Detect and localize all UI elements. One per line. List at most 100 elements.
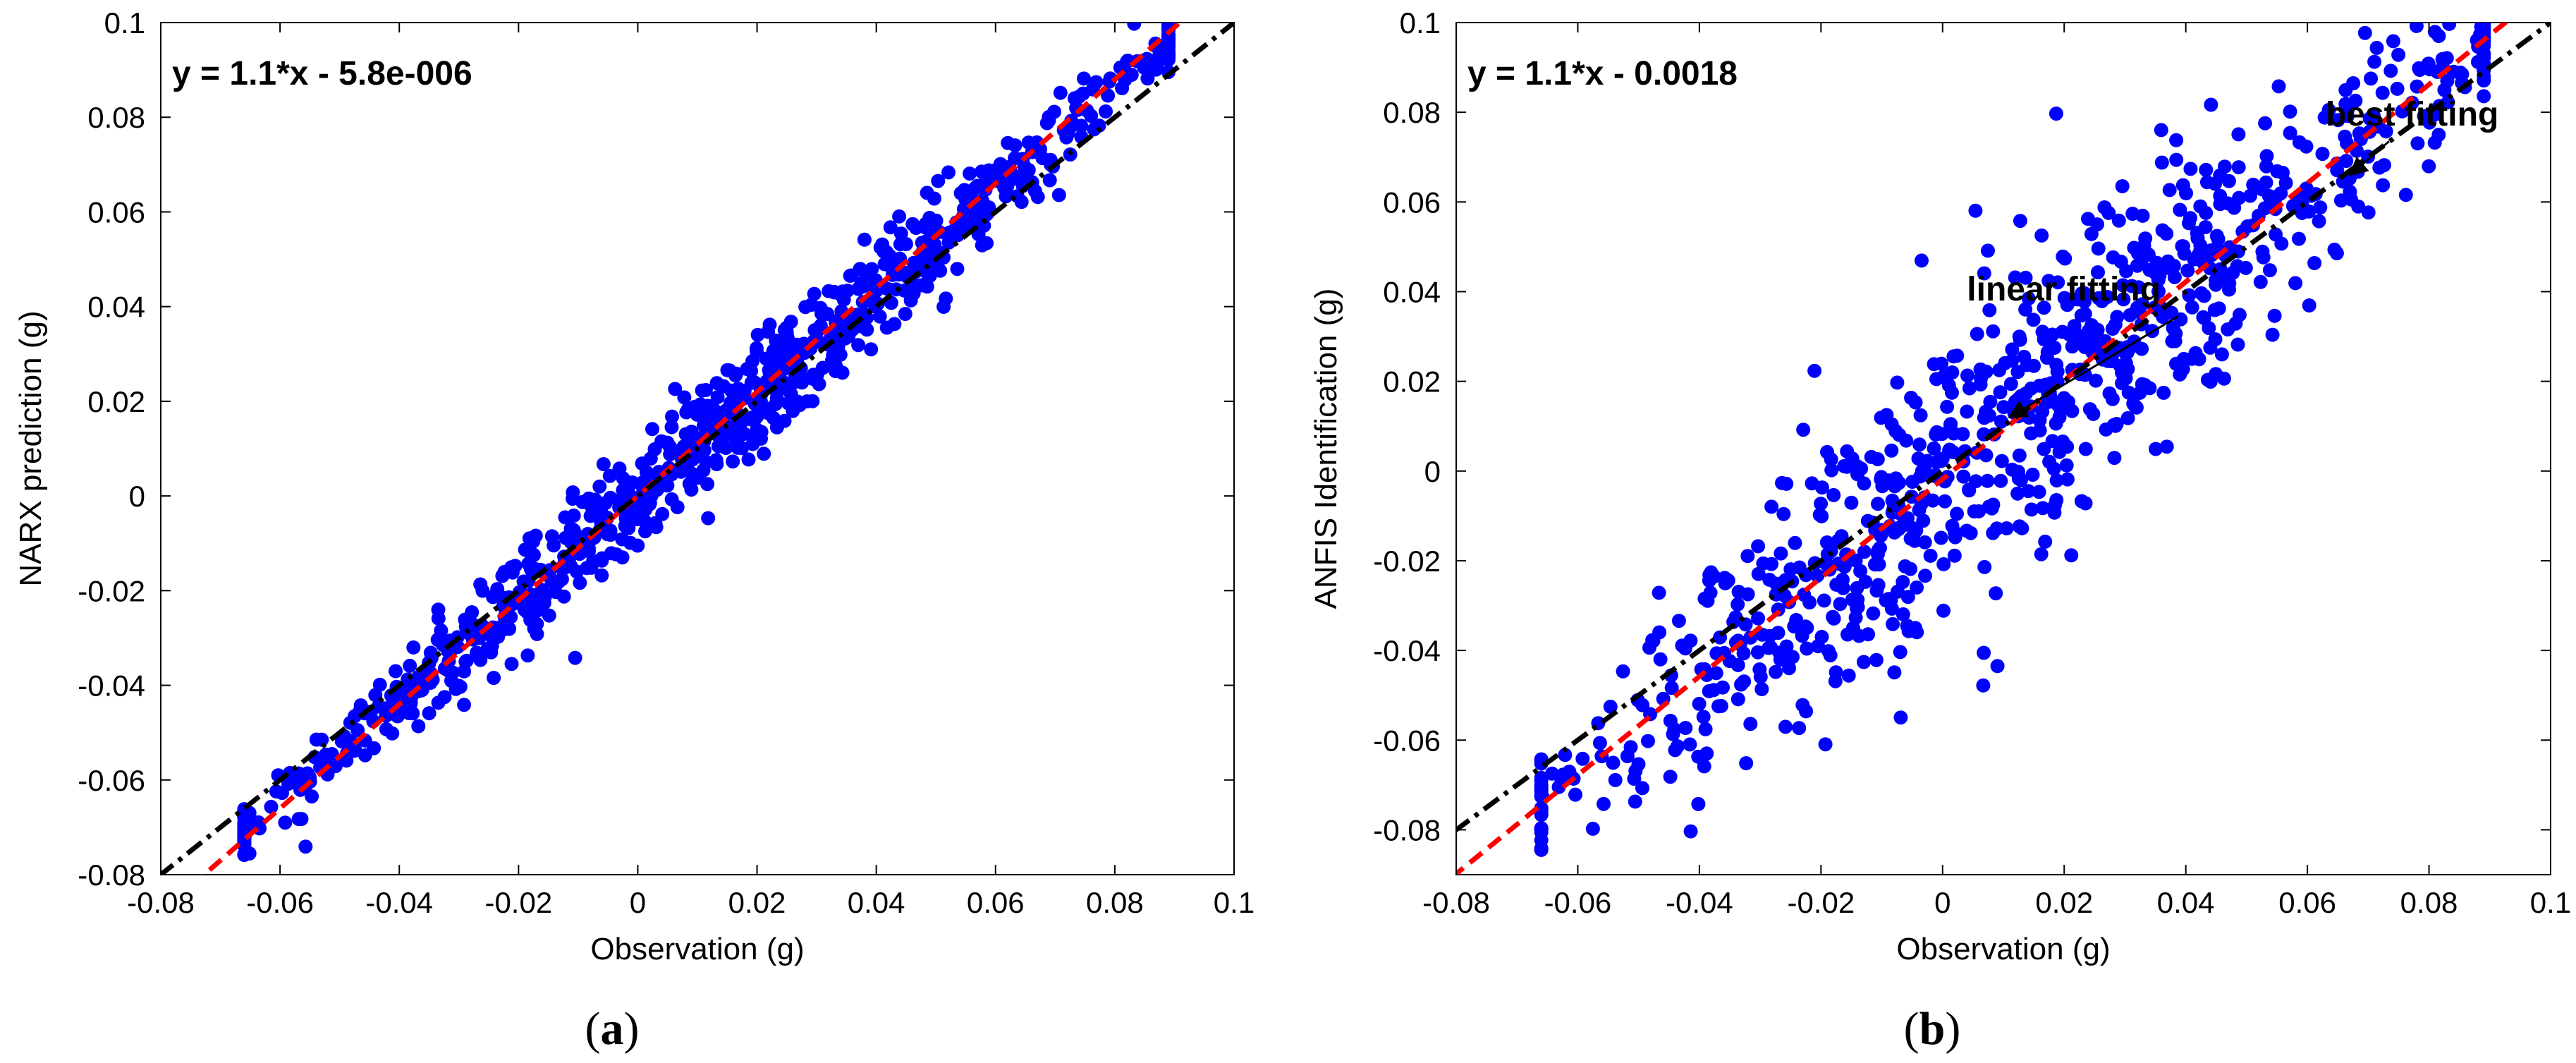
panel-label-a: (a) xyxy=(585,1003,640,1055)
data-point xyxy=(2101,205,2116,220)
x-tick-label: 0.08 xyxy=(1086,886,1144,919)
x-tick-label: -0.04 xyxy=(365,886,433,919)
data-point xyxy=(1946,445,1960,459)
data-point xyxy=(1678,721,1693,735)
data-point xyxy=(2129,400,2144,415)
data-point xyxy=(237,848,252,862)
data-point xyxy=(737,384,752,399)
data-point xyxy=(1754,682,1769,696)
data-point xyxy=(2032,485,2046,499)
data-point xyxy=(2018,270,2033,285)
data-point xyxy=(688,399,702,414)
data-point xyxy=(2135,208,2150,223)
data-point xyxy=(573,576,587,590)
data-point xyxy=(2256,250,2271,265)
data-point xyxy=(1845,621,1860,636)
data-point xyxy=(1869,583,1884,598)
data-point xyxy=(2008,394,2022,409)
data-point xyxy=(1814,480,1829,495)
data-point xyxy=(898,307,912,321)
data-point xyxy=(2231,160,2246,175)
data-point xyxy=(1890,375,1905,390)
data-point xyxy=(1534,841,1549,856)
data-point xyxy=(2431,128,2446,142)
data-point xyxy=(1955,427,1970,442)
data-point xyxy=(905,217,920,231)
data-point xyxy=(2034,547,2049,561)
data-point xyxy=(1786,650,1800,664)
x-axis-label-a: Observation (g) xyxy=(590,932,804,966)
data-point xyxy=(1653,652,1668,667)
data-point xyxy=(1699,746,1714,761)
data-point xyxy=(1821,644,1836,659)
data-point xyxy=(2246,177,2261,192)
data-point xyxy=(487,671,501,685)
data-point xyxy=(1800,641,1814,656)
data-point xyxy=(2391,47,2406,62)
data-point xyxy=(2339,154,2354,169)
data-point xyxy=(2091,241,2106,256)
data-point xyxy=(1841,668,1856,683)
data-point xyxy=(1977,559,1992,574)
data-point xyxy=(2049,416,2063,431)
data-point xyxy=(568,650,582,665)
data-point xyxy=(1711,699,1726,714)
data-point xyxy=(2010,486,2025,501)
data-point xyxy=(2151,284,2166,299)
y-tick-label: 0.04 xyxy=(87,291,145,324)
data-point xyxy=(2013,214,2027,229)
data-point xyxy=(1774,546,1788,561)
data-point xyxy=(2409,23,2424,33)
data-point xyxy=(1934,427,1949,442)
data-point xyxy=(927,191,941,206)
data-point xyxy=(1900,590,1915,605)
data-point xyxy=(2074,494,2089,509)
data-point xyxy=(592,479,607,494)
data-point xyxy=(2162,183,2177,198)
data-point xyxy=(709,457,724,471)
data-point xyxy=(2021,484,2036,499)
data-point xyxy=(2222,276,2237,291)
data-point xyxy=(2115,376,2130,391)
x-tick-label: -0.08 xyxy=(1422,886,1490,919)
x-tick-label: 0.1 xyxy=(1214,886,1255,919)
annotations-b: linear fitting best fitting xyxy=(1967,96,2498,418)
data-point xyxy=(1592,736,1607,751)
y-axis-label-a: NARX prediction (g) xyxy=(13,310,48,586)
data-point xyxy=(2211,301,2226,316)
data-point xyxy=(2390,81,2405,96)
data-point xyxy=(1962,483,1977,498)
data-point xyxy=(2039,377,2053,392)
data-point xyxy=(2025,468,2040,482)
annotation-arrow xyxy=(2348,140,2390,176)
data-point xyxy=(1946,349,1961,364)
data-point xyxy=(2338,83,2353,97)
data-point xyxy=(2262,263,2277,278)
data-point xyxy=(1641,734,1655,748)
data-point xyxy=(655,506,670,521)
data-point xyxy=(1603,699,1618,714)
data-point xyxy=(618,518,633,533)
data-point xyxy=(1751,539,1766,554)
linear-fitting-line xyxy=(200,23,1184,875)
data-point xyxy=(2024,426,2039,441)
data-point xyxy=(1916,514,1931,528)
data-point xyxy=(1691,796,1706,811)
data-point xyxy=(747,375,762,390)
data-point xyxy=(1683,737,1697,752)
data-point xyxy=(1014,195,1029,209)
data-point xyxy=(2008,270,2022,285)
data-point xyxy=(893,226,908,241)
data-point xyxy=(790,394,805,409)
data-point xyxy=(1943,418,1958,432)
data-point xyxy=(2050,374,2065,389)
data-point xyxy=(389,664,403,679)
data-point xyxy=(2190,231,2205,245)
data-point xyxy=(2003,377,2018,391)
data-point xyxy=(1152,47,1167,62)
y-tick-label: 0.08 xyxy=(1383,96,1441,129)
data-point xyxy=(1616,664,1630,679)
data-point xyxy=(2203,340,2218,355)
x-tick-label: 0.06 xyxy=(967,886,1025,919)
data-point xyxy=(1938,494,1952,509)
